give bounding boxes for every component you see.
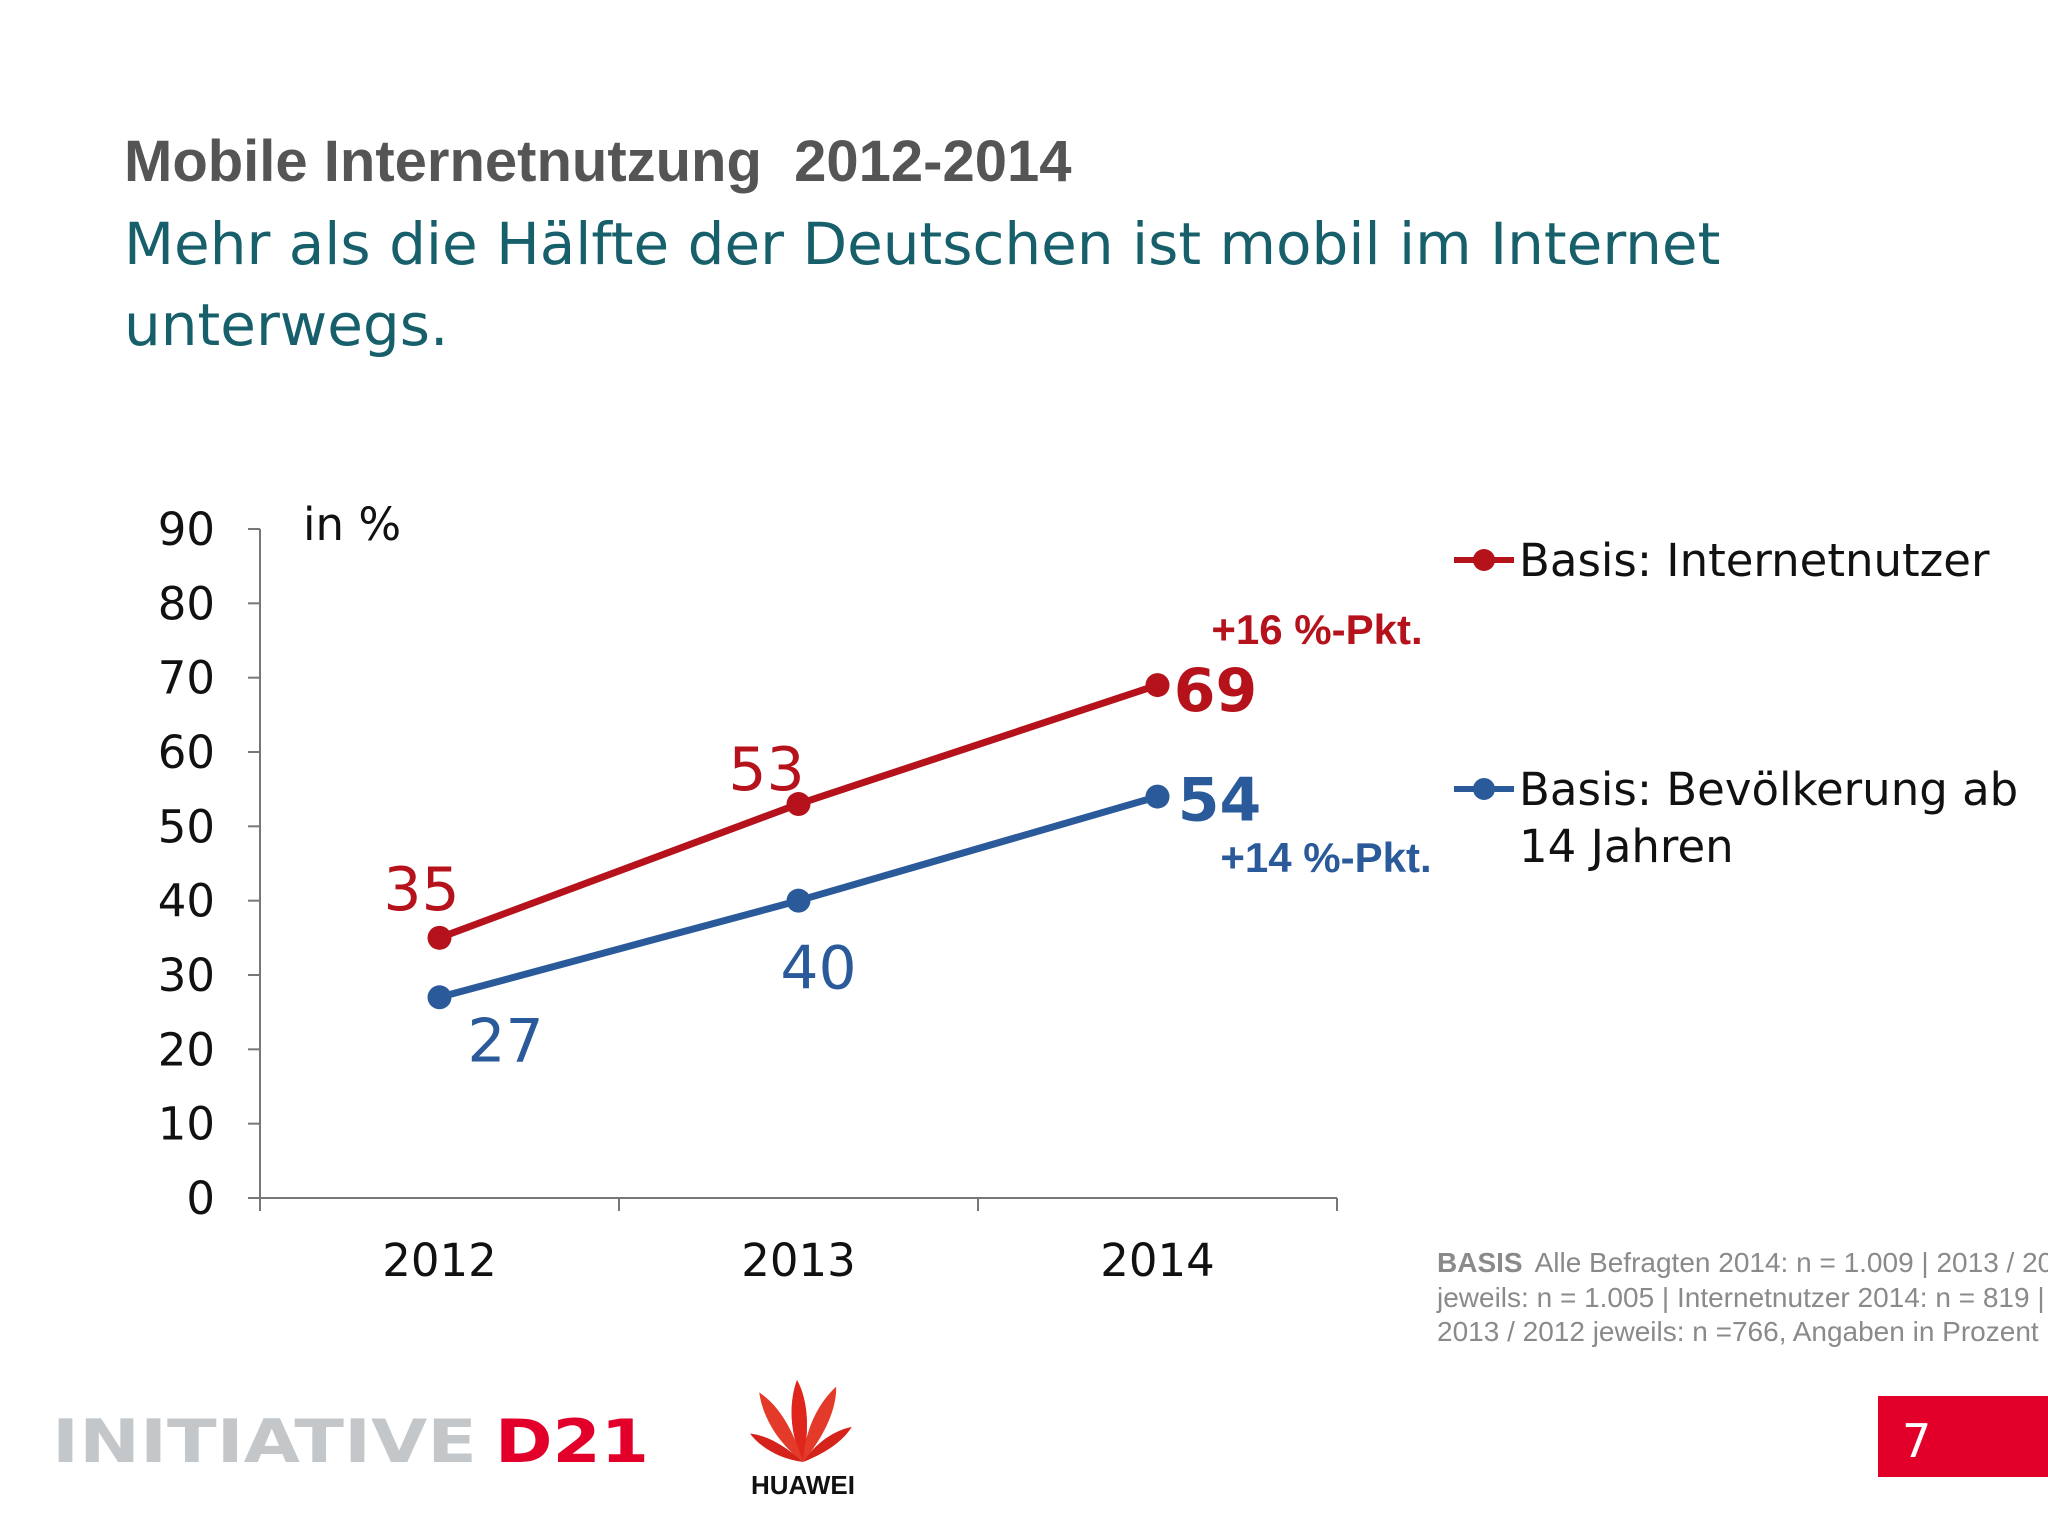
logo-huawei-text: HUAWEI [751, 1470, 855, 1500]
page-number-badge [1878, 1396, 2048, 1477]
footnote-line2: jeweils: n = 1.005 | Internetnutzer 2014… [1436, 1282, 2045, 1313]
change-annotation-0: +16 %-Pkt. [1211, 606, 1422, 653]
x-tick-label-2013: 2013 [741, 1234, 856, 1287]
data-label-1-2: 54 [1178, 766, 1262, 836]
logo-d21-text: D21 [495, 1407, 649, 1477]
x-tick-label-2012: 2012 [382, 1234, 497, 1287]
huawei-flower-icon [749, 1380, 852, 1462]
series-group: 35 53 69+16 %-Pkt. 27 40 54+14 %-Pkt. [383, 606, 1431, 1076]
slide-subtitle-line1: Mehr als die Hälfte der Deutschen ist mo… [124, 210, 1720, 278]
footnote-line3: 2013 / 2012 jeweils: n =766, Angaben in … [1437, 1316, 2039, 1347]
data-point-1-0 [427, 985, 452, 1010]
legend-marker-bevoelkerung [1473, 778, 1495, 800]
y-tick-label-10: 10 [158, 1098, 215, 1151]
footnote-line1-text: Alle Befragten 2014: n = 1.009 | 2013 / … [1535, 1247, 2048, 1278]
y-tick-label-60: 60 [158, 726, 215, 779]
data-point-0-0 [427, 925, 452, 950]
data-label-0-2: 69 [1174, 656, 1258, 726]
data-point-1-1 [786, 888, 811, 913]
slide-subtitle-line2: unterwegs. [124, 291, 448, 359]
legend-marker-internetnutzer [1473, 549, 1495, 571]
y-tick-label-80: 80 [158, 577, 215, 630]
change-annotation-1: +14 %-Pkt. [1220, 834, 1431, 881]
y-tick-label-90: 90 [158, 503, 215, 556]
line-chart: in % 0 10 20 30 40 50 60 70 80 90 2012 2013 2014 35 5… [158, 498, 2018, 1287]
y-tick-label-0: 0 [186, 1172, 215, 1225]
page-number: 7 [1902, 1414, 1931, 1468]
y-tick-label-40: 40 [158, 875, 215, 928]
logo-initiative-text: INITIATIVE [52, 1407, 477, 1477]
y-tick-label-50: 50 [158, 800, 215, 853]
data-label-0-1: 53 [728, 735, 804, 805]
footnote-label: BASIS [1437, 1247, 1523, 1278]
y-tick-label-20: 20 [158, 1023, 215, 1076]
legend-label-internetnutzer: Basis: Internetnutzer [1519, 534, 1990, 587]
data-label-1-1: 40 [780, 934, 856, 1004]
y-tick-label-30: 30 [158, 949, 215, 1002]
data-point-1-2 [1145, 784, 1170, 809]
x-tick-label-2014: 2014 [1100, 1234, 1215, 1287]
initiative-d21-logo: INITIATIVE D21 [52, 1407, 649, 1477]
axes: 0 10 20 30 40 50 60 70 80 90 2012 2013 2014 [158, 503, 1338, 1287]
data-point-0-1 [786, 792, 811, 817]
footnote-line1: BASIS Alle Befragten 2014: n = 1.009 | 20… [1437, 1247, 2048, 1278]
data-label-0-0: 35 [383, 855, 459, 925]
footnote: BASIS Alle Befragten 2014: n = 1.009 | 20… [1436, 1247, 2048, 1347]
slide-title: Mobile Internetnutzung 2012-2014 [124, 129, 1072, 194]
legend: Basis: Internetnutzer Basis: Bevölkerung… [1454, 534, 2018, 873]
y-tick-label-70: 70 [158, 652, 215, 705]
huawei-logo: HUAWEI [749, 1380, 855, 1500]
legend-label-bevoelkerung-line1: Basis: Bevölkerung ab [1519, 763, 2018, 816]
data-label-1-0: 27 [467, 1006, 543, 1076]
y-axis-unit-label: in % [303, 498, 401, 551]
data-point-0-2 [1145, 673, 1170, 698]
legend-label-bevoelkerung-line2: 14 Jahren [1519, 820, 1734, 873]
